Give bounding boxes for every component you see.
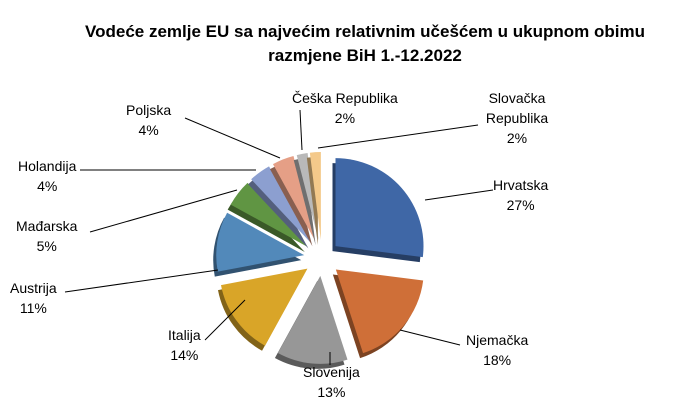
- leader-line-9: [317, 124, 479, 149]
- leader-line-7: [184, 117, 281, 159]
- label-njemacka: Njemačka 18%: [466, 332, 529, 368]
- label-madarska: Mađarska 5%: [16, 218, 78, 254]
- pie-slice-slovenija: [277, 275, 348, 364]
- label-hrvatska: Hrvatska 27%: [493, 177, 549, 213]
- label-slovenija: Slovenija 13%: [303, 364, 360, 400]
- label-poljska: Poljska 4%: [126, 102, 172, 138]
- label-ceska: Češka Republika 2%: [292, 90, 398, 126]
- label-holandija: Holandija 4%: [18, 158, 77, 194]
- pie-slice-slovačka-republika: [309, 152, 321, 241]
- pie-slice-austrija: [216, 212, 305, 272]
- pie-slice-italija: [220, 268, 308, 346]
- pie-slice-češka-republika: [296, 153, 319, 241]
- pie-slice-mađarska: [230, 182, 308, 247]
- label-slovacka: Slovačka Republika 2%: [485, 90, 549, 146]
- leader-line-4: [64, 269, 219, 293]
- leader-line-3: [204, 299, 246, 341]
- pie-slice-holandija: [251, 166, 312, 244]
- slice-shadow-7: [269, 161, 313, 247]
- leader-line-1: [399, 329, 461, 346]
- label-austrija: Austrija 11%: [10, 280, 57, 316]
- chart-title: Vodeće zemlje EU sa najvećim relativnim …: [85, 22, 645, 65]
- leader-line-5: [89, 189, 238, 233]
- leader-line-0: [424, 189, 494, 201]
- leader-line-8: [299, 109, 303, 151]
- pie-slice-hrvatska: [335, 158, 424, 258]
- slice-shadow-8: [293, 158, 316, 246]
- pie-slice-poljska: [272, 156, 316, 242]
- label-italija: Italija 14%: [168, 327, 201, 363]
- pie-slice-njemačka: [335, 269, 424, 354]
